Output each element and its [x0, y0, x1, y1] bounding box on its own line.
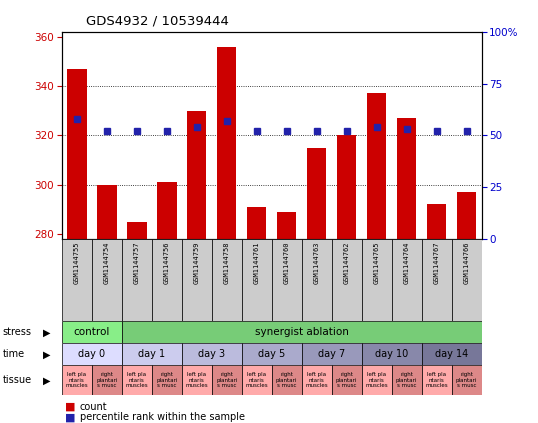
Text: left pla
ntaris
muscles: left pla ntaris muscles — [425, 372, 448, 388]
FancyBboxPatch shape — [451, 365, 482, 395]
Text: GSM1144761: GSM1144761 — [254, 242, 260, 284]
FancyBboxPatch shape — [272, 365, 302, 395]
FancyBboxPatch shape — [362, 365, 392, 395]
Bar — [367, 93, 386, 239]
FancyBboxPatch shape — [62, 321, 122, 343]
Bar — [217, 47, 237, 239]
FancyBboxPatch shape — [92, 365, 122, 395]
FancyBboxPatch shape — [62, 239, 92, 321]
Text: GSM1144766: GSM1144766 — [464, 242, 470, 284]
Text: right
plantari
s musc: right plantari s musc — [216, 372, 237, 388]
FancyBboxPatch shape — [122, 321, 482, 343]
Text: left pla
ntaris
muscles: left pla ntaris muscles — [365, 372, 388, 388]
Text: day 14: day 14 — [435, 349, 468, 360]
Bar — [127, 222, 146, 239]
Text: ▶: ▶ — [43, 327, 51, 338]
Text: stress: stress — [3, 327, 32, 338]
Bar — [157, 182, 176, 239]
Text: day 3: day 3 — [198, 349, 225, 360]
Text: left pla
ntaris
muscles: left pla ntaris muscles — [245, 372, 268, 388]
FancyBboxPatch shape — [122, 365, 152, 395]
Bar — [277, 212, 296, 239]
FancyBboxPatch shape — [152, 239, 182, 321]
FancyBboxPatch shape — [92, 239, 122, 321]
FancyBboxPatch shape — [242, 239, 272, 321]
FancyBboxPatch shape — [62, 343, 122, 365]
Text: ▶: ▶ — [43, 349, 51, 360]
Text: right
plantari
s musc: right plantari s musc — [456, 372, 477, 388]
Bar — [97, 185, 117, 239]
Text: right
plantari
s musc: right plantari s musc — [276, 372, 298, 388]
Text: GSM1144765: GSM1144765 — [373, 242, 380, 284]
Bar — [397, 118, 416, 239]
Text: right
plantari
s musc: right plantari s musc — [336, 372, 357, 388]
Text: right
plantari
s musc: right plantari s musc — [96, 372, 117, 388]
Text: GSM1144760: GSM1144760 — [284, 242, 289, 284]
Bar — [307, 148, 327, 239]
FancyBboxPatch shape — [152, 365, 182, 395]
Text: day 5: day 5 — [258, 349, 285, 360]
Bar — [187, 111, 207, 239]
Text: day 1: day 1 — [138, 349, 165, 360]
FancyBboxPatch shape — [331, 365, 362, 395]
Text: day 7: day 7 — [318, 349, 345, 360]
FancyBboxPatch shape — [122, 343, 182, 365]
Bar — [337, 135, 356, 239]
FancyBboxPatch shape — [362, 239, 392, 321]
Text: GSM1144754: GSM1144754 — [104, 242, 110, 284]
Text: tissue: tissue — [3, 375, 32, 385]
Text: synergist ablation: synergist ablation — [254, 327, 349, 338]
FancyBboxPatch shape — [362, 343, 422, 365]
Text: GDS4932 / 10539444: GDS4932 / 10539444 — [86, 15, 229, 28]
FancyBboxPatch shape — [242, 365, 272, 395]
FancyBboxPatch shape — [122, 239, 152, 321]
Text: ■: ■ — [65, 412, 75, 422]
FancyBboxPatch shape — [392, 239, 422, 321]
Text: day 0: day 0 — [79, 349, 105, 360]
Text: GSM1144767: GSM1144767 — [434, 242, 440, 284]
Text: GSM1144757: GSM1144757 — [134, 242, 140, 284]
Text: ▶: ▶ — [43, 375, 51, 385]
Text: GSM1144756: GSM1144756 — [164, 242, 170, 284]
FancyBboxPatch shape — [422, 365, 451, 395]
FancyBboxPatch shape — [302, 239, 331, 321]
Text: left pla
ntaris
muscles: left pla ntaris muscles — [306, 372, 328, 388]
FancyBboxPatch shape — [451, 239, 482, 321]
Text: GSM1144755: GSM1144755 — [74, 242, 80, 284]
Text: GSM1144759: GSM1144759 — [194, 242, 200, 284]
FancyBboxPatch shape — [272, 239, 302, 321]
Text: right
plantari
s musc: right plantari s musc — [156, 372, 178, 388]
Text: GSM1144762: GSM1144762 — [344, 242, 350, 284]
FancyBboxPatch shape — [182, 365, 212, 395]
FancyBboxPatch shape — [302, 365, 331, 395]
FancyBboxPatch shape — [182, 343, 242, 365]
FancyBboxPatch shape — [212, 365, 242, 395]
FancyBboxPatch shape — [422, 239, 451, 321]
FancyBboxPatch shape — [392, 365, 422, 395]
Text: GSM1144763: GSM1144763 — [314, 242, 320, 284]
FancyBboxPatch shape — [212, 239, 242, 321]
Bar — [457, 192, 476, 239]
FancyBboxPatch shape — [62, 365, 92, 395]
Text: left pla
ntaris
muscles: left pla ntaris muscles — [66, 372, 88, 388]
Text: GSM1144758: GSM1144758 — [224, 242, 230, 284]
FancyBboxPatch shape — [242, 343, 302, 365]
Text: day 10: day 10 — [375, 349, 408, 360]
Text: left pla
ntaris
muscles: left pla ntaris muscles — [186, 372, 208, 388]
Bar — [427, 204, 447, 239]
Text: ■: ■ — [65, 401, 75, 412]
Text: right
plantari
s musc: right plantari s musc — [396, 372, 417, 388]
FancyBboxPatch shape — [422, 343, 482, 365]
FancyBboxPatch shape — [182, 239, 212, 321]
Text: time: time — [3, 349, 25, 360]
Bar — [247, 207, 266, 239]
Bar — [67, 69, 87, 239]
Text: count: count — [80, 401, 107, 412]
Text: control: control — [74, 327, 110, 338]
FancyBboxPatch shape — [331, 239, 362, 321]
FancyBboxPatch shape — [302, 343, 362, 365]
Text: percentile rank within the sample: percentile rank within the sample — [80, 412, 245, 422]
Text: left pla
ntaris
muscles: left pla ntaris muscles — [125, 372, 148, 388]
Text: GSM1144764: GSM1144764 — [404, 242, 409, 284]
